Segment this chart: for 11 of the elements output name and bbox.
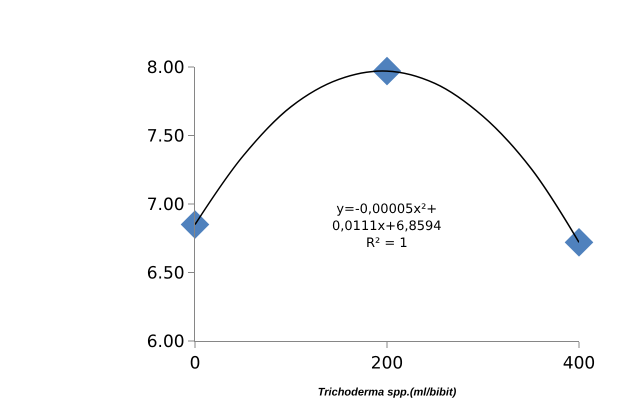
x-tick-label: 200 <box>370 353 404 374</box>
y-tick-label: 7.50 <box>146 126 185 146</box>
y-tick-label: 7.00 <box>146 194 185 215</box>
point <box>564 228 594 257</box>
y-tick-label: 6.50 <box>146 263 185 284</box>
y-tick-label: 6.00 <box>146 332 185 352</box>
x-tick-label: 400 <box>562 353 596 374</box>
x-axis-title: Trichoderma spp.(ml/bibit) <box>318 386 457 399</box>
annotation: y=-0,00005x²+ 0,0111x+6,8594 R² = 1 <box>332 202 442 251</box>
y-tick-label: 8.00 <box>146 58 185 78</box>
x-tick-label: 0 <box>190 353 200 374</box>
